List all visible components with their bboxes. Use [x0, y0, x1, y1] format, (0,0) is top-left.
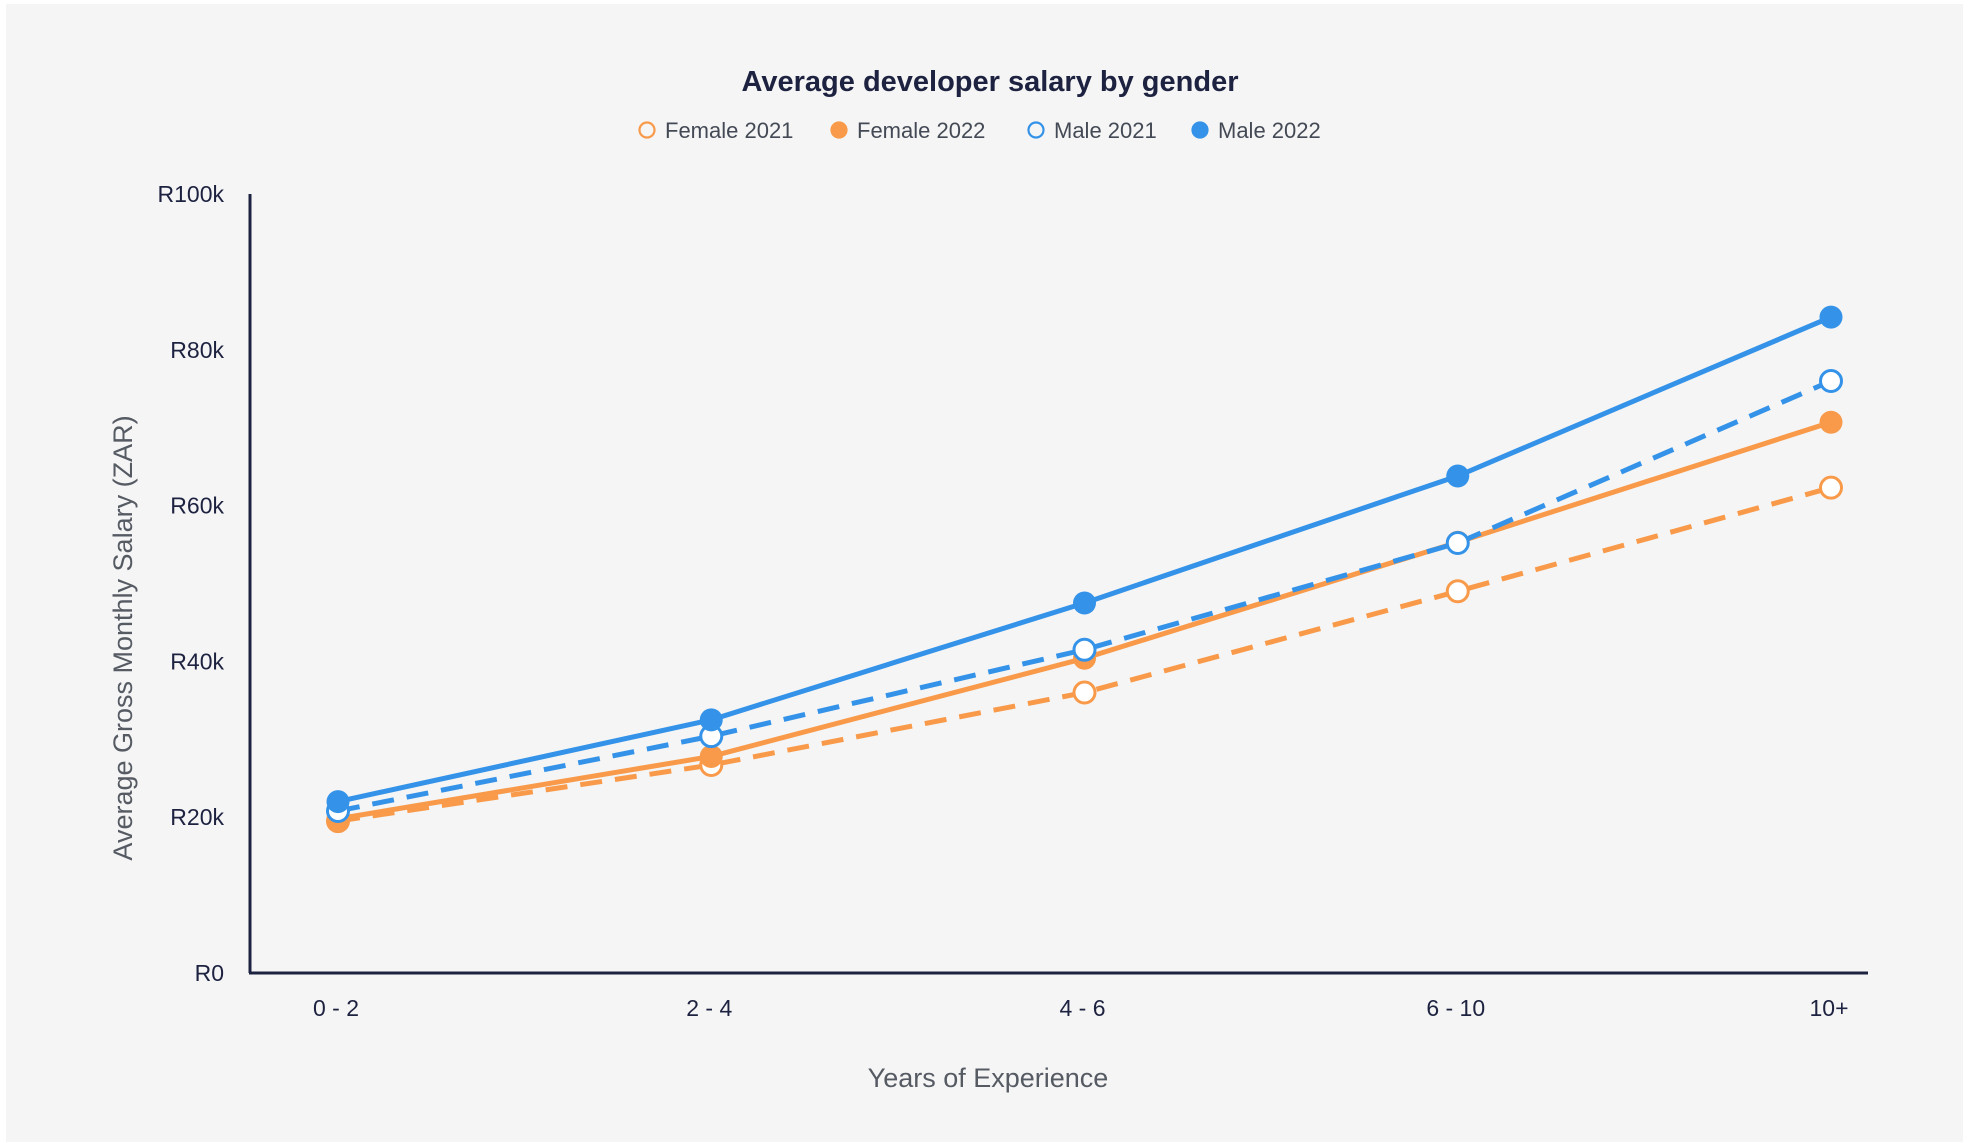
series-line [337, 419, 1832, 822]
legend-label: Female 2022 [857, 118, 985, 143]
x-tick-label: 10+ [1809, 995, 1848, 1021]
legend-marker [1027, 121, 1045, 139]
data-point [699, 744, 723, 768]
y-tick-label: R80k [170, 337, 224, 363]
series-line [337, 485, 1832, 824]
legend: Female 2021 Female 2022 Male 2021 Male 2022 [638, 118, 1321, 143]
data-point [1819, 305, 1843, 329]
data-point [1073, 591, 1096, 615]
y-tick-label: R60k [170, 493, 224, 519]
chart-card [6, 4, 1963, 1142]
x-tick-label: 0 - 2 [313, 995, 359, 1021]
legend-marker [1191, 121, 1209, 139]
y-axis-ticks: R0 R20k R40k R60k R80k R100k [158, 181, 225, 986]
y-tick-label: R20k [170, 804, 224, 830]
legend-marker [830, 121, 848, 139]
data-point [1446, 464, 1470, 488]
data-point [1819, 368, 1843, 393]
x-axis-ticks: 0 - 2 2 - 4 4 - 6 6 - 10 10+ [313, 995, 1849, 1021]
y-tick-label: R100k [158, 181, 225, 207]
data-point [1072, 637, 1097, 662]
data-point [1445, 530, 1470, 555]
chart-title: Average developer salary by gender [742, 66, 1239, 98]
x-tick-label: 4 - 6 [1059, 995, 1105, 1021]
x-axis-title: Years of Experience [868, 1063, 1109, 1093]
legend-label: Male 2022 [1218, 118, 1321, 143]
data-point [1072, 680, 1097, 705]
data-point [326, 790, 350, 814]
y-axis-title: Average Gross Monthly Salary (ZAR) [108, 415, 138, 860]
x-tick-label: 2 - 4 [686, 995, 732, 1021]
legend-marker [638, 121, 656, 139]
data-point [1819, 475, 1843, 500]
x-tick-label: 6 - 10 [1426, 995, 1485, 1021]
data-point [1445, 579, 1470, 604]
series-markers [326, 305, 1843, 834]
y-tick-label: R0 [195, 960, 224, 986]
data-point [1819, 410, 1843, 434]
series-line [337, 314, 1832, 805]
legend-label: Female 2021 [665, 118, 793, 143]
legend-label: Male 2021 [1054, 118, 1157, 143]
y-tick-label: R40k [170, 648, 224, 674]
series-line [337, 378, 1832, 814]
data-point [699, 708, 723, 732]
series-lines [337, 314, 1832, 824]
